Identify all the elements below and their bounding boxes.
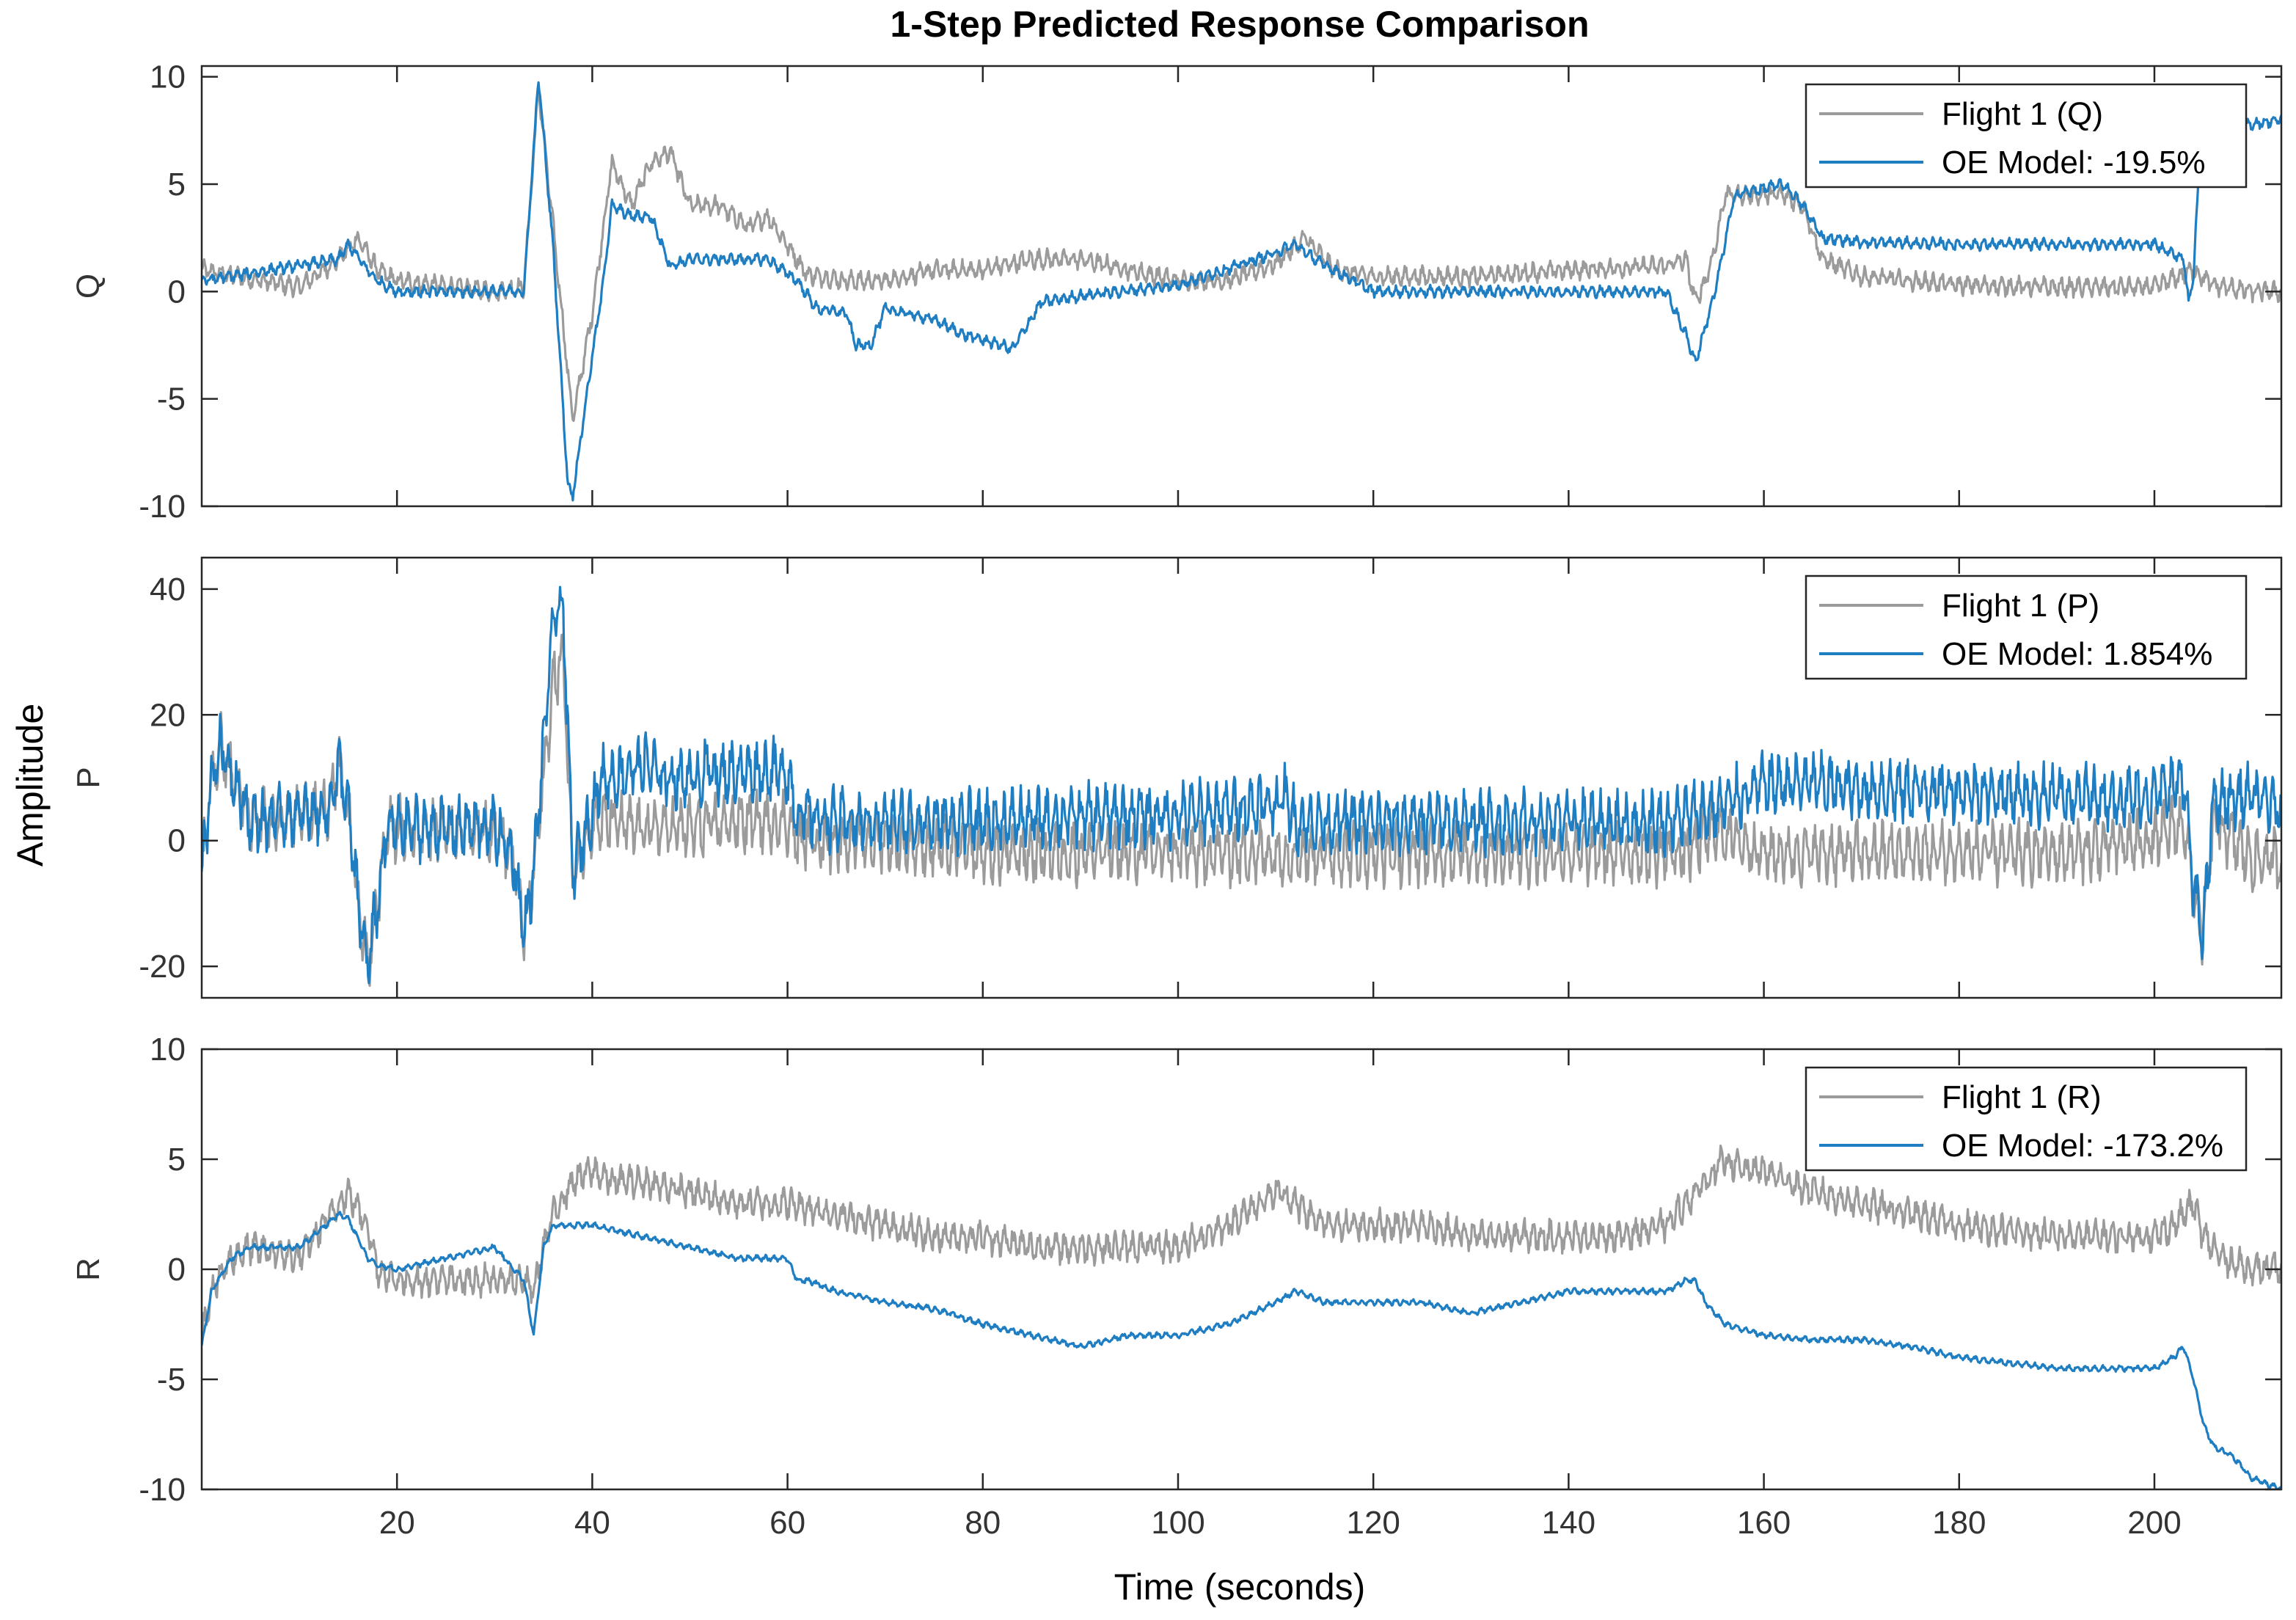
series-line-flight-1-p [202, 633, 2281, 987]
panel-y-label: Q [70, 274, 106, 299]
y-tick-label: -5 [157, 1362, 186, 1398]
x-tick-label: 200 [2127, 1505, 2181, 1541]
legend-box [1805, 574, 2248, 680]
legend-box [1805, 83, 2248, 189]
y-tick-label: 0 [168, 1252, 186, 1288]
legend-entry: OE Model: -173.2% [1942, 1128, 2223, 1164]
series-line-oe-model-p [202, 585, 2281, 985]
legend-entry: OE Model: -19.5% [1942, 145, 2206, 180]
x-axis-label: Time (seconds) [1114, 1566, 1366, 1608]
y-tick-label: 0 [168, 274, 186, 310]
y-tick-label: 0 [168, 823, 186, 859]
x-tick-label: 20 [379, 1505, 415, 1541]
series-group [202, 81, 2281, 502]
chart-title: 1-Step Predicted Response Comparison [890, 4, 1589, 45]
x-tick-label: 80 [965, 1505, 1001, 1541]
panel-y-label: R [70, 1258, 106, 1281]
subplot-r: -10 -5 0 5 10 20 40 60 80 100 120 140 160 180 200 R Flig… [70, 1032, 2283, 1541]
x-tick-label: 100 [1151, 1505, 1204, 1541]
legend: Flight 1 (P) OE Model: 1.854% [1805, 574, 2248, 680]
x-tick-label: 180 [1932, 1505, 1986, 1541]
x-tick-label: 140 [1542, 1505, 1595, 1541]
series-group [202, 585, 2281, 987]
legend: Flight 1 (Q) OE Model: -19.5% [1805, 83, 2248, 189]
legend-entry: Flight 1 (P) [1942, 588, 2099, 624]
x-tick-label: 160 [1737, 1505, 1791, 1541]
legend: Flight 1 (R) OE Model: -173.2% [1805, 1066, 2248, 1172]
y-tick-label: -10 [139, 1472, 186, 1508]
y-tick-label: 5 [168, 1142, 186, 1178]
axes-box [200, 65, 2283, 508]
y-tick-label: 20 [150, 697, 186, 733]
y-tick-label: -20 [139, 949, 186, 985]
x-tick-label: 120 [1346, 1505, 1400, 1541]
legend-entry: Flight 1 (Q) [1942, 96, 2103, 132]
legend-box [1805, 1066, 2248, 1172]
y-tick-label: -5 [157, 382, 186, 417]
y-tick-label: -10 [139, 489, 186, 525]
panel-y-label: P [70, 767, 106, 788]
legend-entry: Flight 1 (R) [1942, 1079, 2102, 1115]
y-axis-label: Amplitude [10, 704, 51, 866]
series-line-oe-model-q [202, 81, 2281, 502]
y-tick-label: 5 [168, 167, 186, 202]
legend-entry: OE Model: 1.854% [1942, 636, 2212, 672]
subplot-q: -10 -5 0 5 10 Q Flight 1 (Q) OE Model: -19.5% [70, 59, 2283, 525]
y-tick-label: 40 [150, 572, 186, 608]
axes-box [200, 556, 2283, 999]
x-tick-label: 40 [574, 1505, 610, 1541]
subplot-p: -20 0 20 40 P Flight 1 (P) OE Model: 1.854% [70, 556, 2283, 999]
series-line-oe-model-r [202, 1211, 2281, 1489]
subplots: -10 -5 0 5 10 Q Flight 1 (Q) OE Model: -19.5% -2… [70, 59, 2283, 1541]
y-tick-label: 10 [150, 59, 186, 95]
series-group [202, 1144, 2281, 1489]
y-tick-label: 10 [150, 1032, 186, 1068]
x-tick-label: 60 [769, 1505, 805, 1541]
